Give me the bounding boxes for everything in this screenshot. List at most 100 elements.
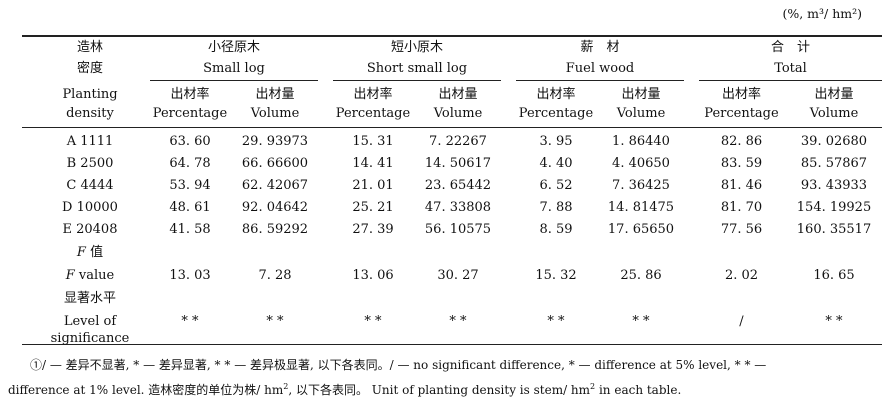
table-cell: 7. 22267 xyxy=(429,134,487,149)
sub-cn-percentage: 出材率 xyxy=(536,87,576,102)
table-cell: 83. 59 xyxy=(720,156,763,171)
footnote-line-2a: difference at 1% level. 造林密度的单位为株/ hm xyxy=(8,383,284,397)
table-cell: 25. 21 xyxy=(352,200,394,215)
table-cell: 86. 59292 xyxy=(241,222,309,237)
table-cell: 15. 31 xyxy=(352,134,394,149)
sub-cn-volume: 出材量 xyxy=(814,87,854,102)
footnote-line-2b: , 以下各表同。 Unit of planting density is ste… xyxy=(288,383,591,397)
group-cn-fuel-wood: 薪 材 xyxy=(580,40,620,55)
table-cell: 81. 46 xyxy=(720,178,763,193)
group-cn-total: 合 计 xyxy=(770,40,810,55)
table-cell: 64. 78 xyxy=(169,156,211,171)
table-cell: 47. 33808 xyxy=(424,200,492,215)
sub-cn-percentage: 出材率 xyxy=(721,87,761,102)
sub-cn-volume: 出材量 xyxy=(621,87,661,102)
footnote-line-1: ①/ — 差异不显著, * — 差异显著, * * — 差异极显著, 以下各表同… xyxy=(30,358,767,372)
table-cell: 93. 43933 xyxy=(800,178,868,193)
table-cell: 17. 65650 xyxy=(607,222,675,237)
table-cell: 21. 01 xyxy=(352,178,394,193)
sub-en-volume: Volume xyxy=(433,106,483,121)
row-label: B 2500 xyxy=(66,156,114,171)
table-cell: 39. 02680 xyxy=(800,134,868,149)
sub-en-volume: Volume xyxy=(250,106,300,121)
table-cell: 1. 86440 xyxy=(612,134,670,149)
f-value-cell: 13. 06 xyxy=(352,268,394,283)
table-cell: 63. 60 xyxy=(169,134,211,149)
group-en-fuel-wood: Fuel wood xyxy=(565,61,635,76)
sig-value-cell: * * xyxy=(632,314,650,329)
sig-value-cell: * * xyxy=(449,314,467,329)
table-cell: 7. 36425 xyxy=(612,178,670,193)
sub-en-percentage: Percentage xyxy=(704,106,779,121)
row-label: D 10000 xyxy=(62,200,118,215)
table-cell: 14. 81475 xyxy=(607,200,675,215)
sig-label-en-1: Level of xyxy=(63,314,117,329)
table-cell: 53. 94 xyxy=(169,178,211,193)
sub-cn-percentage: 出材率 xyxy=(353,87,393,102)
table-cell: 7. 88 xyxy=(539,200,573,215)
group-rule-small-log xyxy=(150,80,318,81)
table-cell: 4. 40650 xyxy=(612,156,670,171)
f-value-cell: 2. 02 xyxy=(724,268,759,283)
group-cn-small-log: 小径原木 xyxy=(207,40,260,55)
group-en-small-log: Small log xyxy=(203,61,265,76)
group-rule-total xyxy=(699,80,882,81)
footnote-line-2c: in each table. xyxy=(595,383,682,397)
row-label: E 20408 xyxy=(62,222,118,237)
density-en-1: Planting xyxy=(62,87,118,102)
bottom-rule xyxy=(22,344,882,345)
sub-cn-volume: 出材量 xyxy=(438,87,478,102)
row-label: A 1111 xyxy=(66,134,114,149)
table-cell: 160. 35517 xyxy=(796,222,872,237)
sig-value-cell: * * xyxy=(364,314,382,329)
table-cell: 14. 41 xyxy=(352,156,394,171)
table-cell: 23. 65442 xyxy=(424,178,492,193)
footnote-sup: 2 xyxy=(590,382,596,391)
f-row-label-en: F value xyxy=(45,267,135,284)
table-cell: 4. 40 xyxy=(539,156,573,171)
sub-en-percentage: Percentage xyxy=(518,106,594,121)
sig-label-cn: 显著水平 xyxy=(63,291,116,306)
top-rule xyxy=(22,35,882,37)
density-cn-2: 密度 xyxy=(76,61,103,76)
f-symbol: F xyxy=(65,268,75,283)
sig-value-cell: * * xyxy=(825,314,843,329)
f-row-label-cn: F 值 xyxy=(45,244,135,261)
sig-value-cell: * * xyxy=(547,314,565,329)
group-rule-fuel-wood xyxy=(516,80,684,81)
sig-value-cell: * * xyxy=(181,314,199,329)
footnote-sup: 2 xyxy=(283,382,289,391)
table-cell: 82. 86 xyxy=(720,134,763,149)
table-cell: 81. 70 xyxy=(720,200,763,215)
f-label-cn: 值 xyxy=(90,245,104,260)
table-cell: 154. 19925 xyxy=(796,200,872,215)
table-cell: 62. 42067 xyxy=(241,178,309,193)
footnote-line-2: difference at 1% level. 造林密度的单位为株/ hm2, … xyxy=(8,381,681,398)
table-cell: 77. 56 xyxy=(720,222,763,237)
f-value-cell: 15. 32 xyxy=(535,268,577,283)
f-label-en: value xyxy=(78,268,115,283)
sub-en-percentage: Percentage xyxy=(152,106,228,121)
row-label: C 4444 xyxy=(66,178,114,193)
f-value-cell: 13. 03 xyxy=(169,268,211,283)
group-en-short-small-log: Short small log xyxy=(366,61,468,76)
density-en-2: density xyxy=(66,106,114,121)
group-cn-short-small-log: 短小原木 xyxy=(390,40,443,55)
table-cell: 92. 04642 xyxy=(241,200,309,215)
table-cell: 14. 50617 xyxy=(424,156,492,171)
table-cell: 27. 39 xyxy=(352,222,394,237)
table-cell: 29. 93973 xyxy=(241,134,309,149)
table-cell: 85. 57867 xyxy=(800,156,868,171)
f-symbol: F xyxy=(76,245,86,260)
sig-label-en-2: significance xyxy=(50,331,130,346)
group-en-total: Total xyxy=(774,61,807,76)
sub-en-volume: Volume xyxy=(809,106,859,121)
table-cell: 66. 66600 xyxy=(241,156,309,171)
f-value-cell: 7. 28 xyxy=(258,268,292,283)
table-cell: 41. 58 xyxy=(169,222,211,237)
f-value-cell: 30. 27 xyxy=(437,268,479,283)
sub-en-percentage: Percentage xyxy=(335,106,411,121)
table-cell: 56. 10575 xyxy=(424,222,492,237)
header-rule xyxy=(22,127,882,128)
table-cell: 3. 95 xyxy=(539,134,573,149)
